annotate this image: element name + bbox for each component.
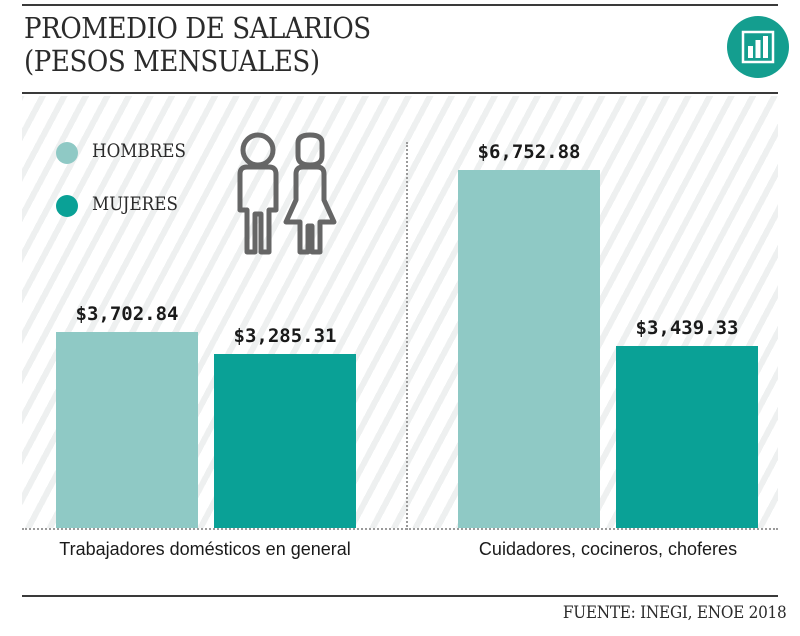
value-label-mujeres-domesticos: $3,285.31 <box>233 324 337 347</box>
bar-mujeres-cuidadores <box>616 345 758 528</box>
legend-label-mujeres: MUJERES <box>92 193 178 215</box>
header-rule <box>22 92 778 94</box>
legend-swatch-mujeres <box>56 195 78 217</box>
value-label-mujeres-cuidadores: $3,439.33 <box>635 316 739 339</box>
category-label-domesticos: Trabajadores domésticos en general <box>59 539 351 559</box>
value-label-hombres-domesticos: $3,702.84 <box>75 302 179 325</box>
value-label-hombres-cuidadores: $6,752.88 <box>477 141 581 163</box>
bar-chart-icon <box>727 16 789 78</box>
bar-hombres-cuidadores <box>458 170 600 528</box>
group-divider <box>406 142 408 530</box>
man-and-woman-icon <box>230 130 340 260</box>
category-label-cuidadores: Cuidadores, cocineros, choferes <box>478 539 738 559</box>
legend-label-hombres: HOMBRES <box>92 140 186 162</box>
title-line-1: PROMEDIO DE SALARIOS <box>24 11 371 45</box>
footer-rule <box>22 595 778 597</box>
bar-mujeres-domesticos <box>214 353 356 528</box>
source-note: FUENTE: INEGI, ENOE 2018 <box>562 603 786 623</box>
top-rule <box>22 4 778 6</box>
legend-swatch-hombres <box>56 142 78 164</box>
title-line-2: (PESOS MENSUALES) <box>24 44 320 78</box>
chart-baseline <box>22 528 778 530</box>
bar-hombres-domesticos <box>56 331 198 528</box>
chart-title: PROMEDIO DE SALARIOS (PESOS MENSUALES) <box>24 12 371 78</box>
